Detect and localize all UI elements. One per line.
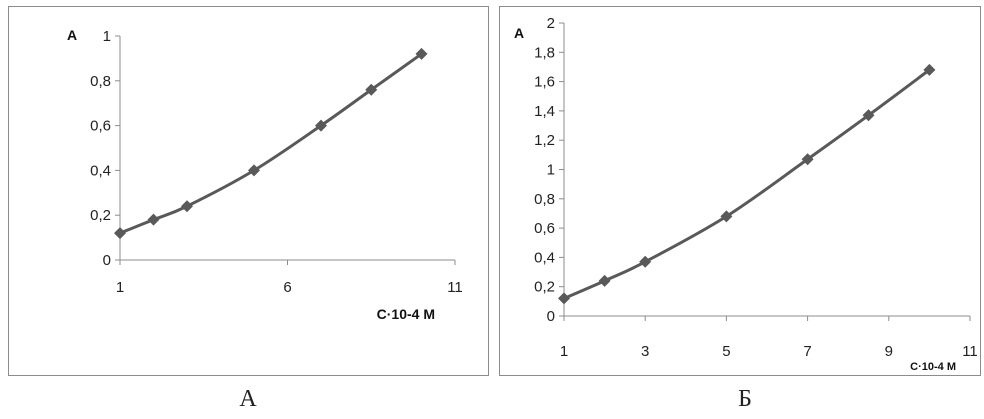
data-point-marker: [558, 292, 570, 305]
y-tick-label: 1,6: [534, 74, 555, 91]
y-tick-label: 0,8: [534, 191, 555, 208]
y-tick-label: 0,6: [90, 118, 111, 135]
data-point-marker: [315, 119, 327, 132]
x-tick-label: 1: [560, 343, 568, 360]
x-tick-label: 11: [447, 279, 463, 296]
y-tick-label: 0,4: [90, 162, 111, 179]
y-tick-label: 1,2: [534, 132, 555, 149]
data-point-marker: [248, 164, 260, 177]
data-point-marker: [147, 213, 160, 226]
series-line: [119, 52, 423, 235]
y-tick-label: 1,4: [534, 103, 555, 120]
caption-a: А: [239, 386, 257, 412]
y-tick-label: 0,2: [90, 207, 111, 224]
data-point-marker: [365, 83, 378, 96]
data-point-marker: [598, 274, 611, 287]
x-tick-label: 11: [962, 343, 978, 360]
data-point-marker: [862, 109, 875, 122]
data-point-marker: [415, 47, 428, 60]
data-point-marker: [114, 227, 126, 240]
data-point-marker: [181, 200, 193, 213]
data-point-marker: [720, 210, 733, 223]
y-tick-label: 1: [547, 162, 555, 179]
x-tick-label: 1: [116, 279, 124, 296]
data-point-marker: [801, 153, 814, 166]
caption-b: Б: [738, 386, 752, 412]
y-tick-label: 1,8: [534, 44, 555, 61]
x-tick-label: 9: [885, 343, 893, 360]
x-tick-label: 6: [283, 279, 291, 296]
x-tick-label: 3: [641, 343, 649, 360]
chart-b-svg: 0 0,2 0,4 0,6 0,8 1 1,2 1,4 1,6 1,8 2 1 3 5 7 9 11 A C·10-…: [514, 15, 978, 373]
data-point-marker: [923, 63, 936, 76]
y-tick-label: 0: [547, 308, 555, 325]
x-axis-title: C·10-4 M: [910, 361, 956, 373]
y-tick-label: 2: [547, 15, 555, 32]
y-tick-label: 1: [103, 28, 111, 45]
x-tick-label: 5: [722, 343, 730, 360]
y-axis-title: A: [514, 25, 524, 41]
series-line: [563, 68, 931, 300]
x-tick-label: 7: [803, 343, 811, 360]
y-tick-label: 0,4: [534, 249, 555, 266]
y-tick-label: 0: [103, 252, 111, 269]
data-point-marker: [639, 255, 652, 268]
y-tick-label: 0,6: [534, 220, 555, 237]
x-axis-title: C·10-4 M: [377, 306, 435, 322]
chart-a-panel: 0 0,2 0,4 0,6 0,8 1 1 6 11 A C·10-4 M: [8, 6, 489, 376]
chart-b-panel: 0 0,2 0,4 0,6 0,8 1 1,2 1,4 1,6 1,8 2 1 3 5 7 9 11 A C·10-…: [499, 6, 981, 376]
y-tick-label: 0,2: [534, 279, 555, 296]
y-axis-title: A: [67, 27, 77, 43]
y-tick-label: 0,8: [90, 73, 111, 90]
